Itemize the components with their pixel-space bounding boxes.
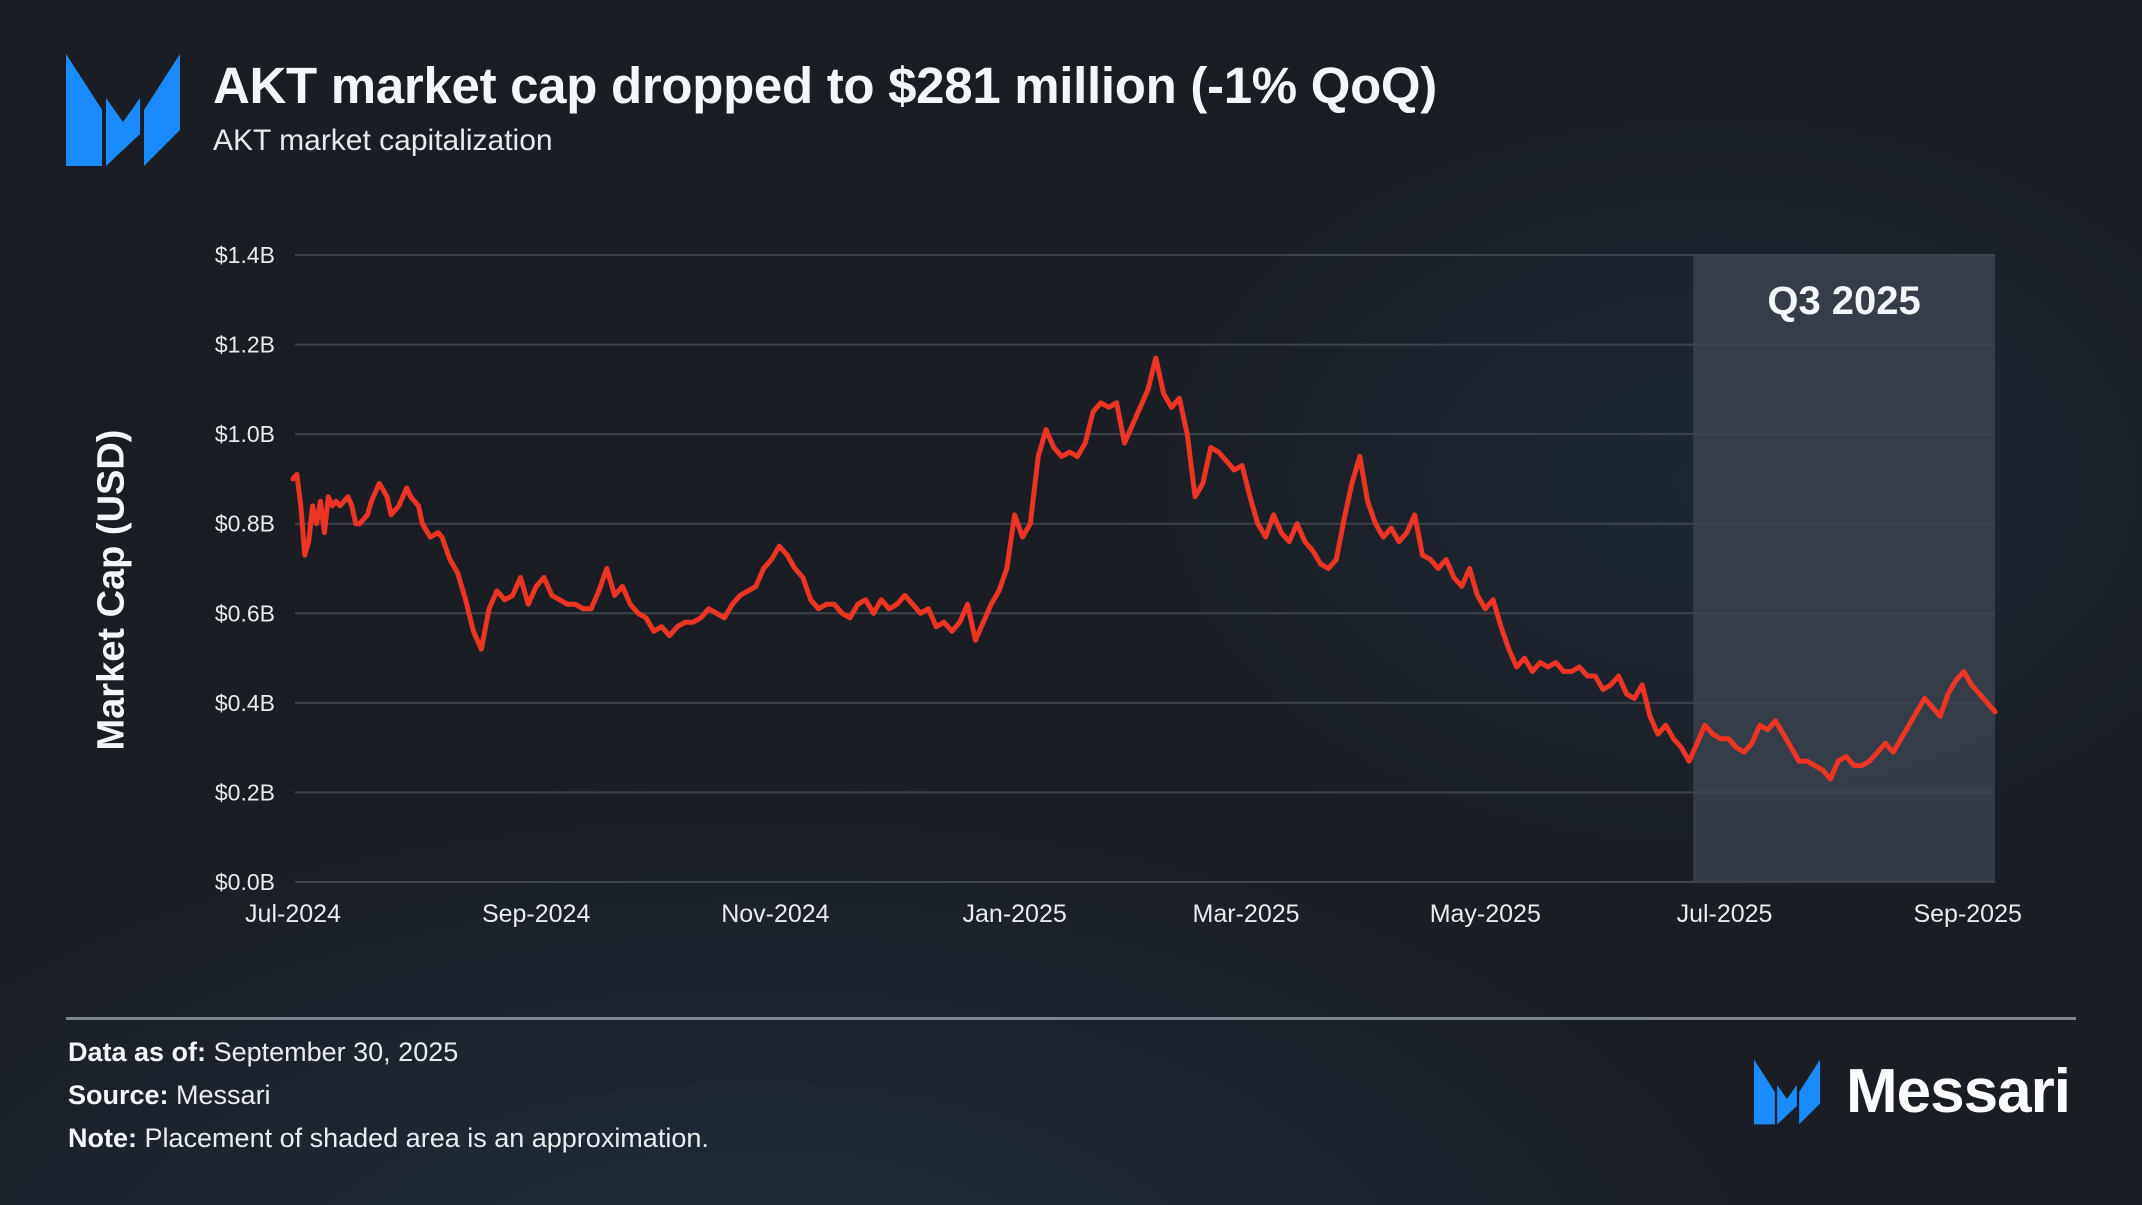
x-tick-label: Mar-2025	[1193, 900, 1300, 928]
data-as-of-value: September 30, 2025	[213, 1037, 459, 1067]
x-tick-label: Sep-2025	[1913, 900, 2021, 928]
messari-brand-icon	[1754, 1059, 1820, 1125]
y-tick-label: $1.2B	[215, 332, 275, 358]
x-tick-label: May-2025	[1430, 900, 1541, 928]
data-as-of-label: Data as of:	[68, 1037, 207, 1067]
chart-title: AKT market cap dropped to $281 million (…	[213, 57, 1437, 114]
x-tick-label: Nov-2024	[721, 900, 829, 928]
source-label: Source:	[68, 1080, 169, 1110]
note-value: Placement of shaded area is an approxima…	[144, 1123, 709, 1153]
footer-source: Source: Messari	[68, 1080, 271, 1111]
source-value: Messari	[176, 1080, 271, 1110]
x-tick-label: Jan-2025	[963, 900, 1067, 928]
footer-note: Note: Placement of shaded area is an app…	[68, 1123, 709, 1154]
y-tick-label: $0.6B	[215, 600, 275, 626]
q3-shaded-region	[1693, 255, 1995, 882]
brand-name: Messari	[1846, 1057, 2071, 1126]
chart-subtitle: AKT market capitalization	[213, 124, 553, 157]
q3-2025-label: Q3 2025	[1767, 279, 1920, 323]
x-tick-label: Sep-2024	[482, 900, 591, 928]
y-tick-label: $0.8B	[215, 511, 275, 537]
y-tick-label: $0.4B	[215, 690, 275, 716]
market-cap-line	[290, 355, 1998, 782]
x-tick-label: Jul-2025	[1677, 900, 1773, 928]
y-tick-label: $0.0B	[215, 869, 275, 895]
y-tick-label: $0.2B	[215, 779, 275, 805]
footer-data-as-of: Data as of: September 30, 2025	[68, 1037, 458, 1068]
y-tick-label: $1.0B	[215, 421, 275, 447]
footer-divider	[66, 1017, 2076, 1020]
note-label: Note:	[68, 1123, 137, 1153]
x-tick-label: Jul-2024	[245, 900, 341, 928]
messari-logo-icon	[66, 54, 180, 166]
y-tick-label: $1.4B	[215, 242, 275, 268]
messari-brand: Messari	[1754, 1057, 2071, 1126]
